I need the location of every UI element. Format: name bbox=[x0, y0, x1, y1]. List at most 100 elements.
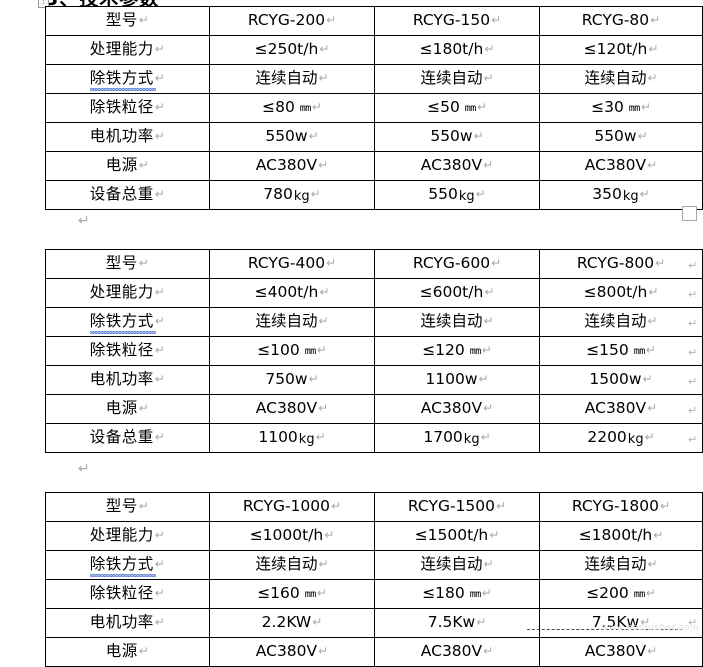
row-value-cell[interactable]: 750w↵ bbox=[209, 365, 375, 395]
row-value-cell[interactable]: ≤50 mm↵ bbox=[374, 93, 540, 123]
row-value-cell[interactable]: 连续自动↵ bbox=[539, 64, 703, 94]
row-value-cell[interactable]: AC380V↵ bbox=[209, 637, 375, 667]
row-label-cell[interactable]: 除铁方式↵ bbox=[45, 64, 210, 94]
row-value-cell[interactable]: AC380V↵ bbox=[539, 394, 703, 424]
row-value-cell[interactable]: 1500w↵ bbox=[539, 365, 703, 395]
row-value-cell[interactable]: AC380V↵ bbox=[209, 151, 375, 181]
row-label-cell[interactable]: 除铁方式↵ bbox=[45, 307, 210, 337]
row-value-cell[interactable]: ≤1000t/h↵ bbox=[209, 521, 375, 551]
table-resize-handle[interactable] bbox=[682, 206, 697, 221]
row-value-cell[interactable]: 连续自动↵ bbox=[209, 550, 375, 580]
line-return-mark: ↵ bbox=[648, 42, 659, 57]
table-row: 型号↵ RCYG-1000↵ RCYG-1500↵ RCYG-1800↵ bbox=[45, 492, 703, 522]
row-value-cell[interactable]: RCYG-1500↵ bbox=[374, 492, 540, 522]
row-value-cell[interactable]: AC380V↵ bbox=[374, 151, 540, 181]
table-row: 除铁粒径↵ ≤100 mm↵ ≤120 mm↵ ≤150 mm↵ bbox=[45, 336, 703, 366]
row-value-cell[interactable]: 1100w↵ bbox=[374, 365, 540, 395]
row-value-cell[interactable]: 连续自动↵ bbox=[374, 307, 540, 337]
row-value-cell[interactable]: 连续自动↵ bbox=[374, 64, 540, 94]
row-value-cell[interactable]: RCYG-150↵ bbox=[374, 6, 540, 36]
row-value-cell[interactable]: RCYG-200↵ bbox=[209, 6, 375, 36]
row-value-cell[interactable]: 1100kg↵ bbox=[209, 423, 375, 453]
row-value-cell[interactable]: 2200kg↵ bbox=[539, 423, 703, 453]
row-value-cell[interactable]: RCYG-600↵ bbox=[374, 249, 540, 279]
row-label-cell[interactable]: 型号↵ bbox=[45, 6, 210, 36]
row-value-cell[interactable]: AC380V↵ bbox=[374, 637, 540, 667]
line-return-mark: ↵ bbox=[483, 401, 494, 416]
row-value-cell[interactable]: AC380V↵ bbox=[374, 394, 540, 424]
row-value-cell[interactable]: RCYG-800↵ bbox=[539, 249, 703, 279]
row-value-cell[interactable]: ≤1500t/h↵ bbox=[374, 521, 540, 551]
row-value-cell[interactable]: 7.5Kw↵ bbox=[374, 608, 540, 638]
row-value-cell[interactable]: ≤30 mm↵ bbox=[539, 93, 703, 123]
row-value-cell[interactable]: ≤120t/h↵ bbox=[539, 35, 703, 65]
row-value-cell[interactable]: 连续自动↵ bbox=[374, 550, 540, 580]
line-return-mark: ↵ bbox=[639, 187, 650, 201]
row-label-cell[interactable]: 处理能力↵ bbox=[45, 35, 210, 65]
line-return-mark: ↵ bbox=[688, 317, 698, 330]
row-value-cell[interactable]: 连续自动↵ bbox=[209, 64, 375, 94]
row-label-cell[interactable]: 除铁方式↵ bbox=[45, 550, 210, 580]
unit-mm: mm bbox=[464, 103, 477, 115]
line-return-mark: ↵ bbox=[315, 430, 326, 444]
row-value-cell[interactable]: 550w↵ bbox=[539, 122, 703, 152]
row-label-cell[interactable]: 设备总重↵ bbox=[45, 423, 210, 453]
row-value-cell[interactable]: RCYG-1000↵ bbox=[209, 492, 375, 522]
row-label-cell[interactable]: 除铁粒径↵ bbox=[45, 579, 210, 609]
row-label-cell[interactable]: 电机功率↵ bbox=[45, 365, 210, 395]
row-value-cell[interactable]: ≤180 mm↵ bbox=[374, 579, 540, 609]
row-value-cell[interactable]: 连续自动↵ bbox=[539, 307, 703, 337]
row-label-cell[interactable]: 处理能力↵ bbox=[45, 521, 210, 551]
row-value-cell[interactable]: ≤800t/h↵ bbox=[539, 278, 703, 308]
row-value-cell[interactable]: ≤120 mm↵ bbox=[374, 336, 540, 366]
row-value-cell[interactable]: ≤100 mm↵ bbox=[209, 336, 375, 366]
line-return-mark: ↵ bbox=[154, 586, 166, 601]
line-return-mark: ↵ bbox=[308, 129, 319, 144]
unit-mm: mm bbox=[469, 589, 482, 601]
row-label-cell[interactable]: 电源↵ bbox=[45, 151, 210, 181]
row-value-cell[interactable]: ≤80 mm↵ bbox=[209, 93, 375, 123]
row-value-cell[interactable]: 350kg↵ bbox=[539, 180, 703, 210]
row-label-cell[interactable]: 除铁粒径↵ bbox=[45, 336, 210, 366]
line-return-mark: ↵ bbox=[640, 615, 651, 630]
row-value-cell[interactable]: ≤150 mm↵ bbox=[539, 336, 703, 366]
row-value-cell[interactable]: AC380V↵ bbox=[539, 151, 703, 181]
row-value-cell[interactable]: 550kg↵ bbox=[374, 180, 540, 210]
row-value-cell[interactable]: 2.2KW↵ bbox=[209, 608, 375, 638]
row-value-cell[interactable]: ≤200 mm↵ bbox=[539, 579, 703, 609]
row-value-cell[interactable]: 550w↵ bbox=[209, 122, 375, 152]
spellcheck-underline: 除铁方式↵ bbox=[89, 69, 166, 91]
row-value-cell[interactable]: AC380V↵ bbox=[209, 394, 375, 424]
row-label-cell[interactable]: 设备总重↵ bbox=[45, 180, 210, 210]
table-row: 电源↵ AC380V↵ AC380V↵ AC380V↵ bbox=[45, 151, 703, 181]
row-value-cell[interactable]: RCYG-80↵ bbox=[539, 6, 703, 36]
row-value-cell[interactable]: AC380V↵ bbox=[539, 637, 703, 667]
row-value-cell[interactable]: ≤160 mm↵ bbox=[209, 579, 375, 609]
row-label-cell[interactable]: 电机功率↵ bbox=[45, 608, 210, 638]
row-label-cell[interactable]: 电源↵ bbox=[45, 394, 210, 424]
row-label-cell[interactable]: 处理能力↵ bbox=[45, 278, 210, 308]
row-label-cell[interactable]: 型号↵ bbox=[45, 492, 210, 522]
row-value-cell[interactable]: ≤400t/h↵ bbox=[209, 278, 375, 308]
row-value-cell[interactable]: RCYG-400↵ bbox=[209, 249, 375, 279]
row-value-cell[interactable]: 连续自动↵ bbox=[539, 550, 703, 580]
row-value-cell[interactable]: 550w↵ bbox=[374, 122, 540, 152]
row-label-cell[interactable]: 电源↵ bbox=[45, 637, 210, 667]
row-value-cell[interactable]: 780kg↵ bbox=[209, 180, 375, 210]
row-value-cell[interactable]: ≤180t/h↵ bbox=[374, 35, 540, 65]
row-value-cell[interactable]: 1700kg↵ bbox=[374, 423, 540, 453]
row-label-cell[interactable]: 型号↵ bbox=[45, 249, 210, 279]
row-label-cell[interactable]: 除铁粒径↵ bbox=[45, 93, 210, 123]
table-row: 电机功率↵ 550w↵ 550w↵ 550w↵ bbox=[45, 122, 703, 152]
line-return-mark: ↵ bbox=[138, 256, 150, 271]
table-move-handle[interactable]: ↕ bbox=[38, 0, 49, 8]
table-row: 处理能力↵ ≤250t/h↵ ≤180t/h↵ ≤120t/h↵ bbox=[45, 35, 703, 65]
row-value-cell[interactable]: 7.5Kw↵ bbox=[539, 608, 703, 638]
row-value-cell[interactable]: ≤600t/h↵ bbox=[374, 278, 540, 308]
row-value-cell[interactable]: ≤1800t/h↵ bbox=[539, 521, 703, 551]
line-return-mark: ↵ bbox=[645, 343, 656, 358]
row-value-cell[interactable]: ≤250t/h↵ bbox=[209, 35, 375, 65]
row-label-cell[interactable]: 电机功率↵ bbox=[45, 122, 210, 152]
row-value-cell[interactable]: RCYG-1800↵ bbox=[539, 492, 703, 522]
row-value-cell[interactable]: 连续自动↵ bbox=[209, 307, 375, 337]
